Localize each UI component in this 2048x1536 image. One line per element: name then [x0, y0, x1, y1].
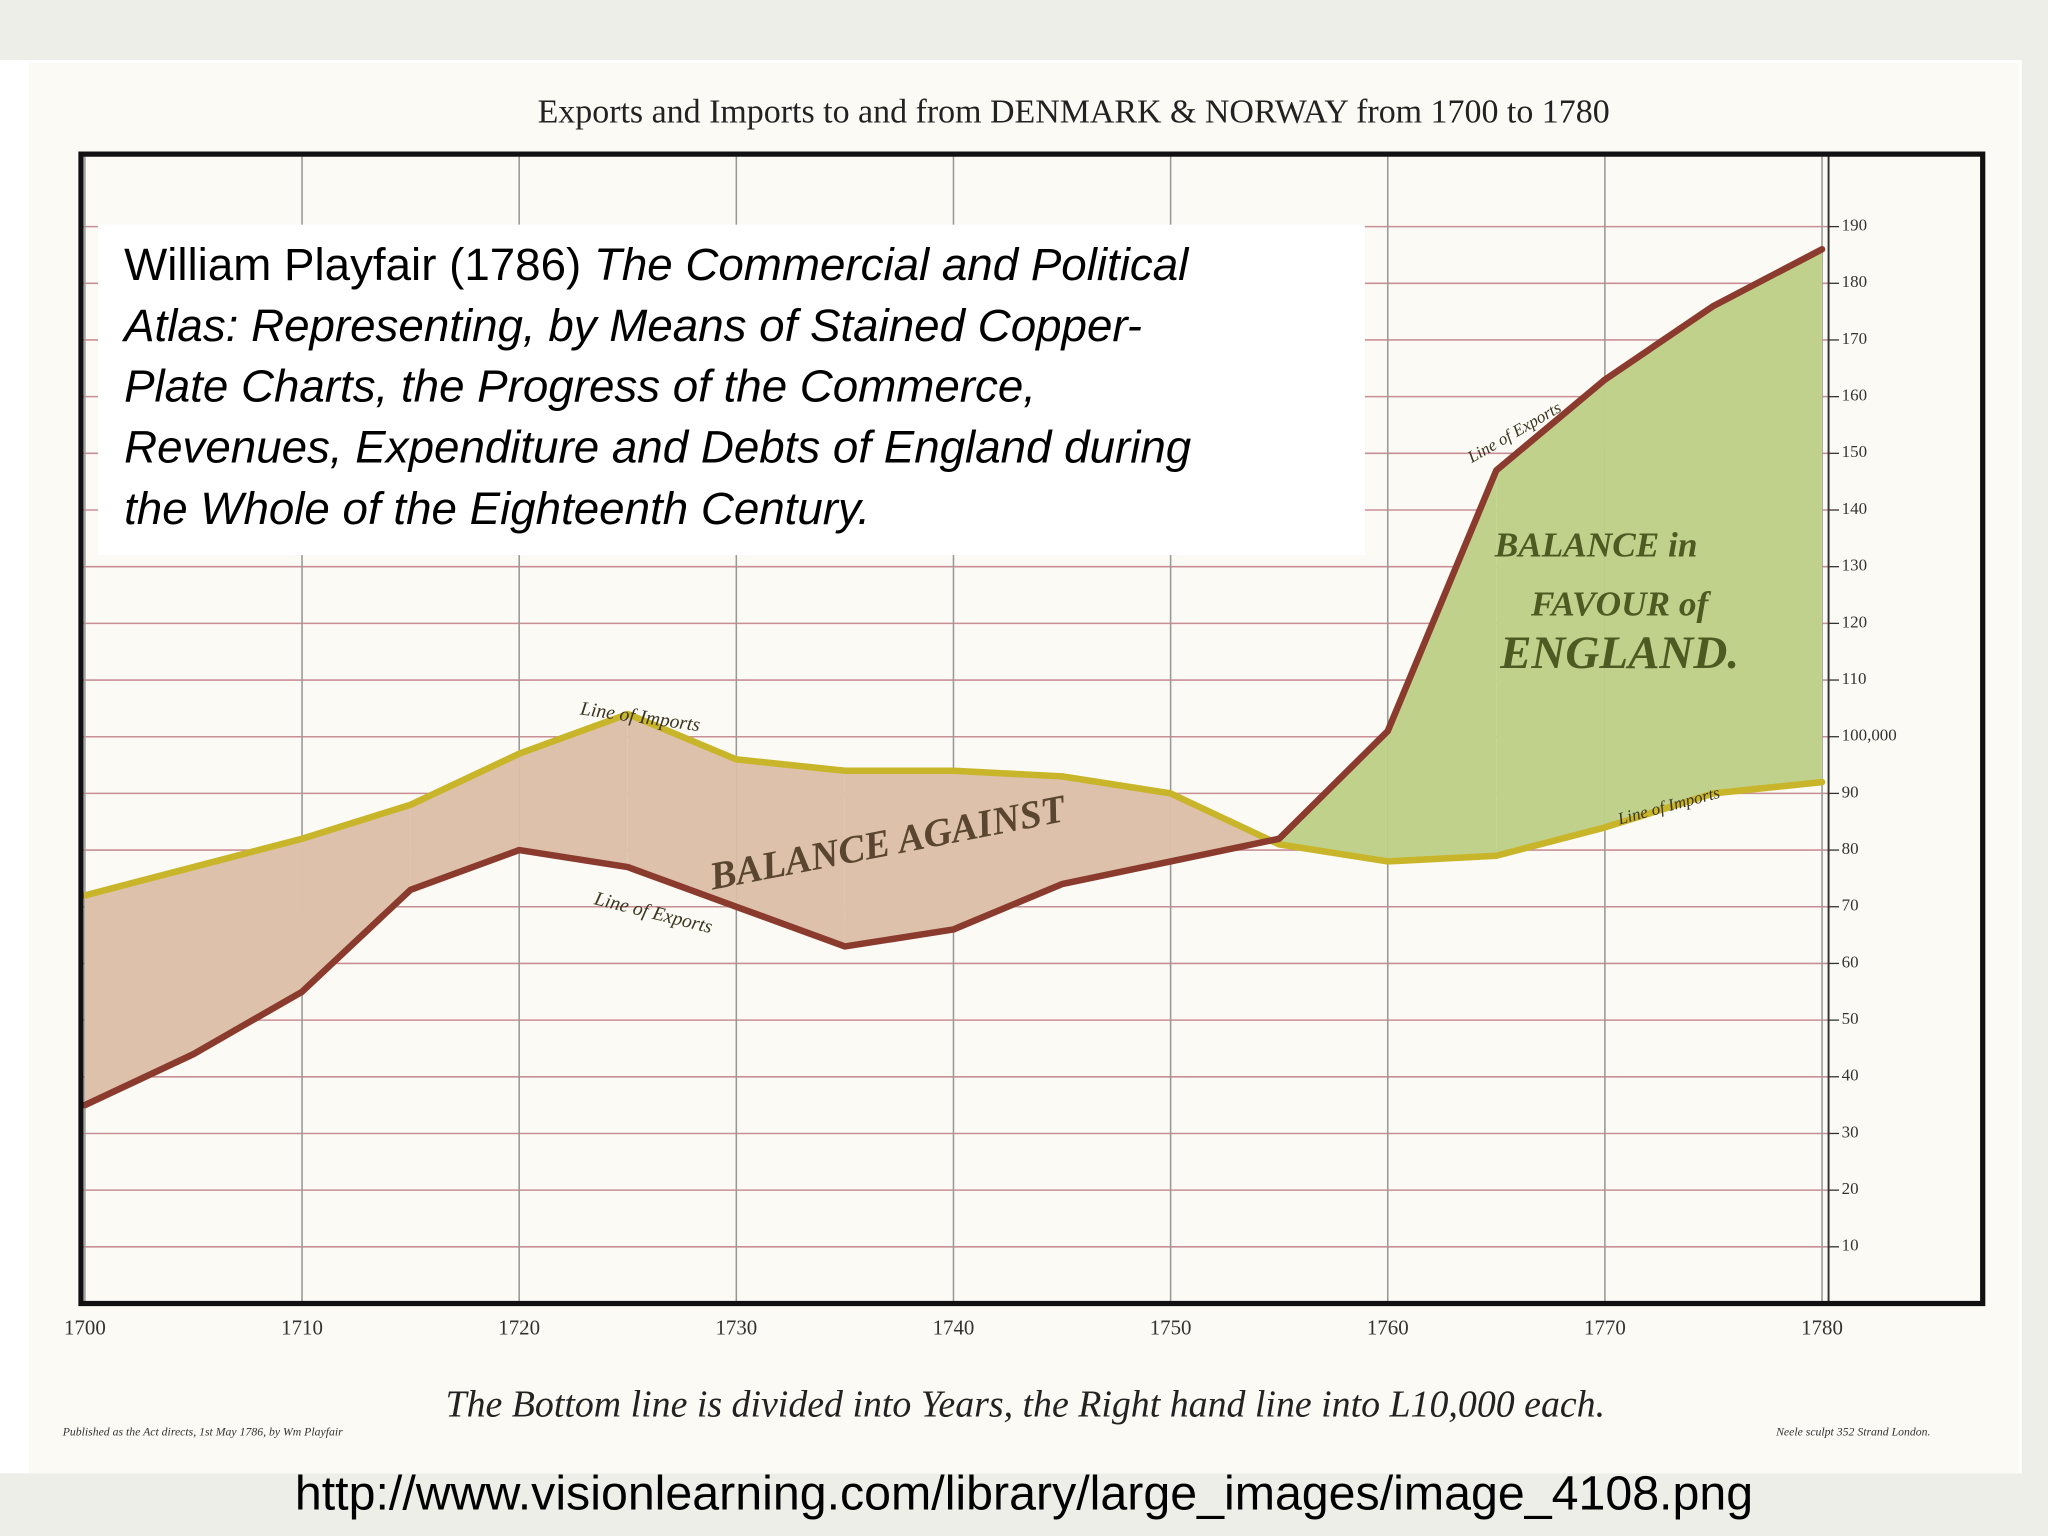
balance-area: [302, 804, 411, 992]
caption-title: the Whole of the Eighteenth Century.: [124, 483, 870, 534]
plot: [80, 154, 1840, 1304]
x-tick-label: 1740: [933, 1315, 975, 1339]
annotation: BALANCE in: [1494, 526, 1698, 565]
x-tick-label: 1770: [1584, 1315, 1626, 1339]
balance-area: [1387, 470, 1497, 862]
footnote: Published as the Act directs, 1st May 17…: [62, 1426, 343, 1439]
x-tick-label: 1750: [1150, 1315, 1192, 1339]
balance-area: [519, 714, 628, 868]
y-tick-label: 90: [1842, 782, 1859, 801]
x-tick-label: 1720: [498, 1315, 540, 1339]
y-tick-label: 180: [1842, 272, 1867, 291]
y-tick-label: 30: [1842, 1122, 1859, 1141]
y-tick-label: 80: [1842, 839, 1859, 858]
series-line: [81, 710, 1826, 899]
y-tick-label: 120: [1842, 612, 1867, 631]
y-tick-label: 190: [1842, 216, 1867, 235]
source-url: http://www.visionlearning.com/library/la…: [295, 1467, 1753, 1521]
caption-title: Atlas: Representing, by Means of Stained…: [121, 300, 1142, 351]
y-tick-label: 130: [1842, 556, 1867, 575]
y-tick-label: 100,000: [1842, 726, 1897, 745]
balance-area: [627, 714, 737, 907]
annotation: FAVOUR of: [1530, 584, 1712, 623]
balance-area: [1279, 731, 1388, 862]
balance-area: [410, 753, 520, 890]
balance-area: [1713, 249, 1823, 794]
balance-area: [1062, 776, 1171, 885]
balance-area: [736, 759, 845, 947]
y-tick-label: 170: [1842, 329, 1867, 348]
balance-area: [844, 770, 954, 947]
y-tick-label: 110: [1842, 669, 1867, 688]
chart-title: Exports and Imports to and from DENMARK …: [538, 94, 1610, 131]
x-tick-label: 1710: [281, 1315, 323, 1339]
balance-area: [1604, 305, 1714, 828]
caption-box: [97, 224, 1365, 556]
caption-author: William Playfair (1786): [124, 239, 581, 290]
x-tick-label: 1700: [64, 1315, 106, 1339]
y-tick-label: 50: [1842, 1009, 1859, 1028]
caption-title: Plate Charts, the Progress of the Commer…: [124, 360, 1036, 411]
caption-line: William Playfair (1786) The Commercial a…: [124, 239, 1190, 290]
footnote: Neele sculpt 352 Strand London.: [1775, 1426, 1930, 1439]
y-tick-label: 160: [1842, 386, 1867, 405]
y-tick-label: 10: [1842, 1236, 1859, 1255]
y-tick-label: 40: [1842, 1066, 1859, 1085]
caption-title: The Commercial and Political: [594, 239, 1190, 290]
balance-area: [84, 867, 194, 1106]
balance-area: [193, 838, 303, 1055]
x-axis-label: The Bottom line is divided into Years, t…: [446, 1384, 1606, 1426]
y-tick-label: 150: [1842, 442, 1867, 461]
x-tick-label: 1760: [1367, 1315, 1409, 1339]
caption-title: Revenues, Expenditure and Debts of Engla…: [124, 422, 1192, 473]
balance-area: [953, 770, 1063, 930]
y-tick-label: 20: [1842, 1179, 1859, 1198]
x-tick-label: 1730: [715, 1315, 757, 1339]
series-line: [81, 246, 1826, 1109]
x-tick-label: 1780: [1801, 1315, 1843, 1339]
annotation: ENGLAND.: [1499, 627, 1739, 679]
y-tick-label: 60: [1842, 952, 1859, 971]
balance-area: [1496, 379, 1605, 856]
frame: [78, 151, 1986, 1307]
y-tick-label: 70: [1842, 896, 1859, 915]
y-tick-label: 140: [1842, 499, 1867, 518]
